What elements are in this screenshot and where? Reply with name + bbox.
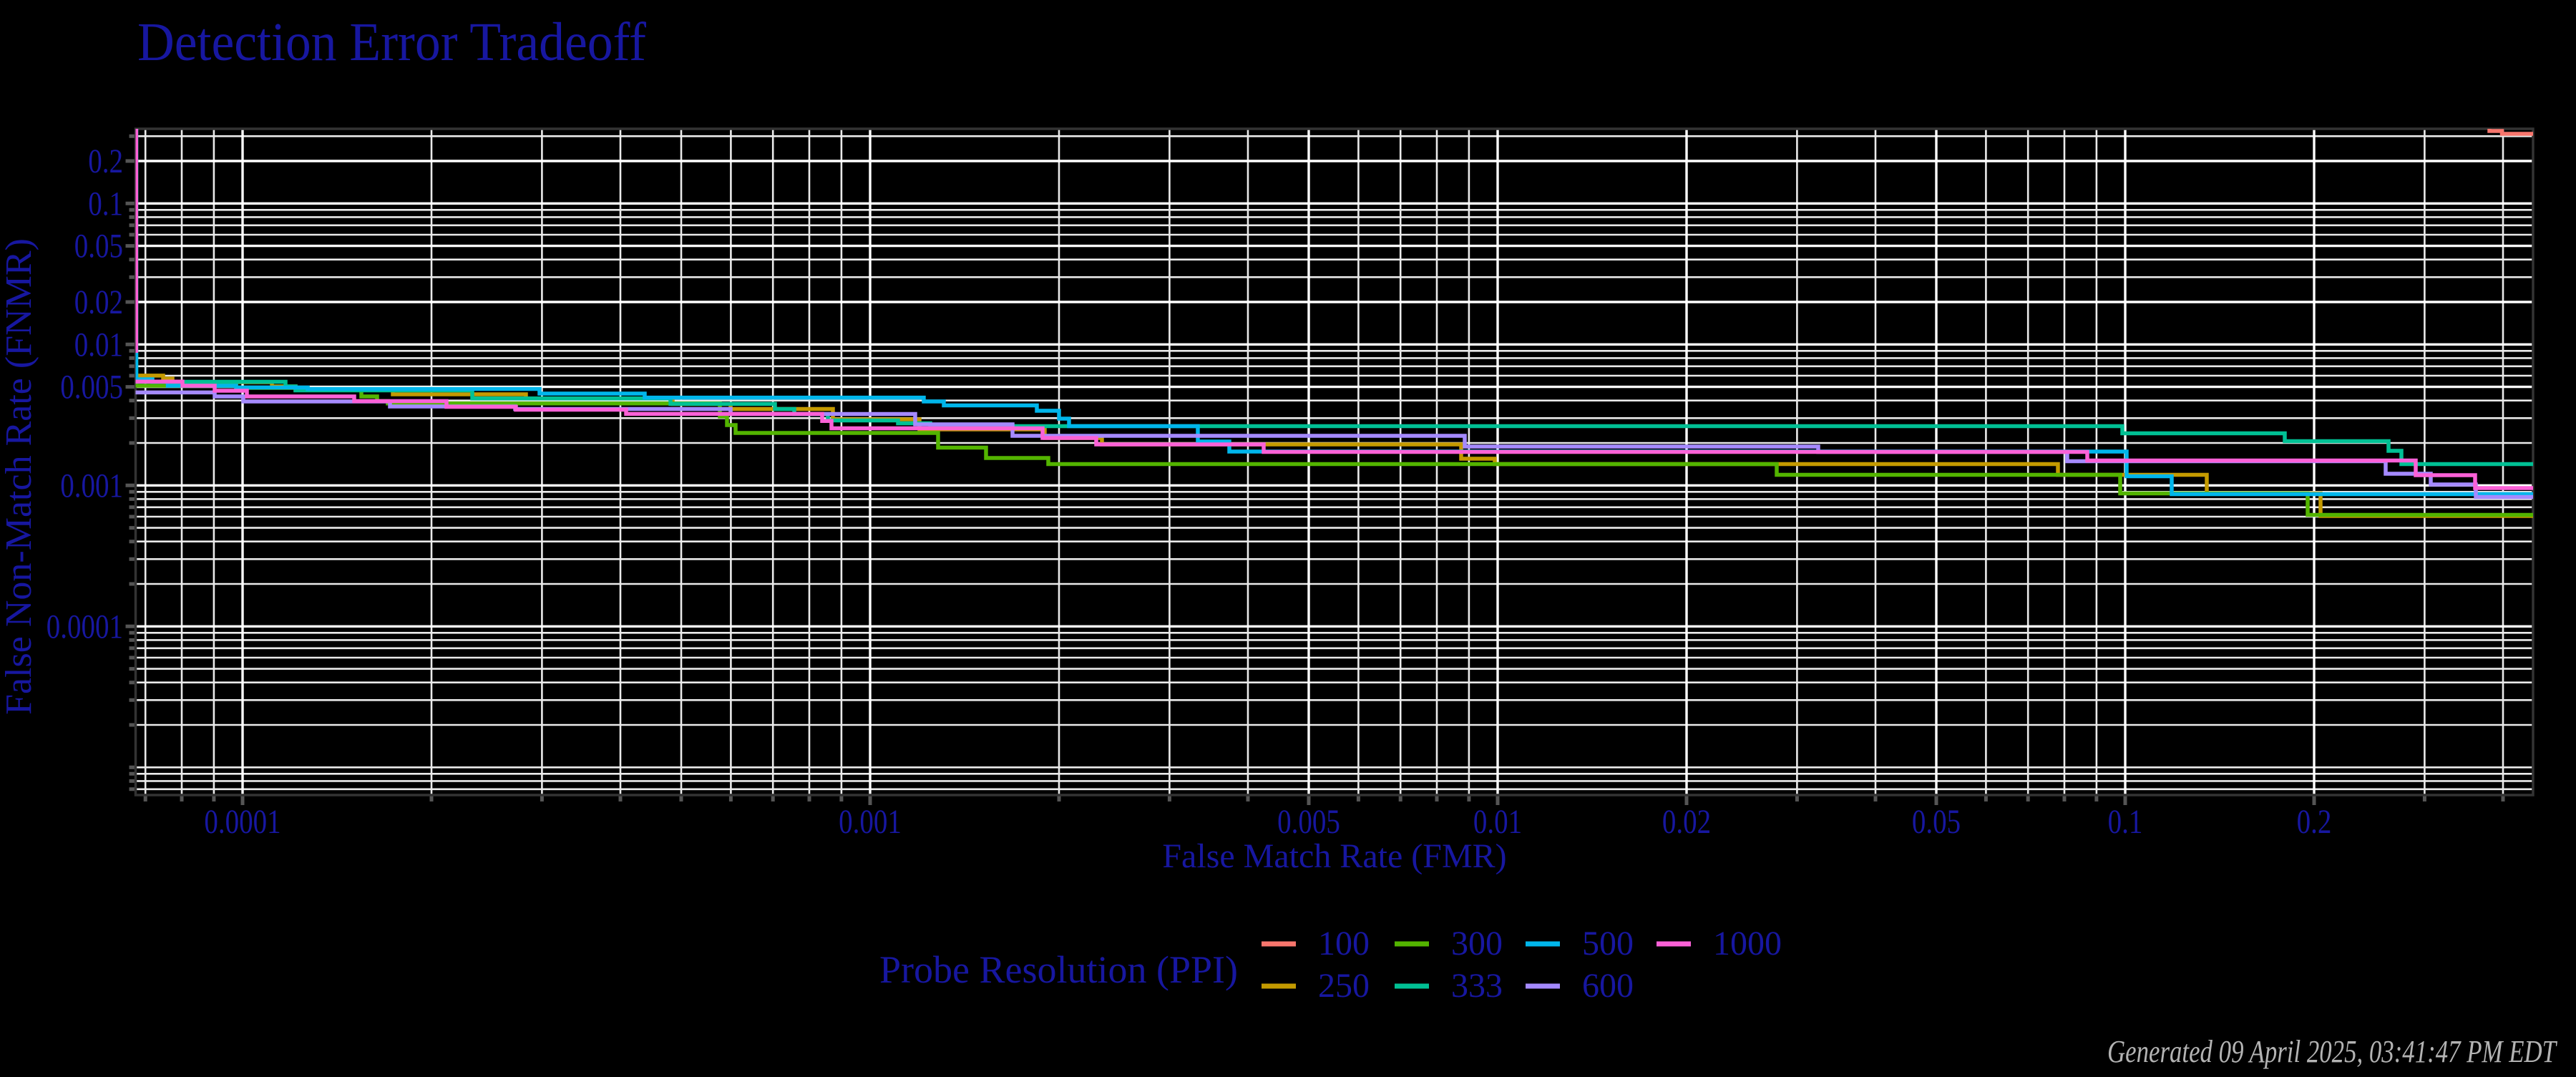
svg-text:Detection Error Tradeoff: Detection Error Tradeoff (137, 12, 647, 72)
svg-text:0.2: 0.2 (88, 142, 123, 180)
svg-text:0.2: 0.2 (2297, 803, 2332, 841)
svg-text:0.0001: 0.0001 (204, 803, 280, 841)
svg-text:300: 300 (1451, 925, 1503, 963)
svg-text:0.02: 0.02 (1662, 803, 1711, 841)
svg-text:False Non-Match Rate (FNMR): False Non-Match Rate (FNMR) (0, 238, 39, 715)
svg-text:0.01: 0.01 (74, 326, 123, 364)
svg-text:False Match Rate (FMR): False Match Rate (FMR) (1162, 837, 1506, 875)
svg-text:100: 100 (1318, 925, 1370, 963)
svg-text:0.005: 0.005 (60, 369, 123, 406)
svg-text:500: 500 (1582, 925, 1634, 963)
svg-text:0.0001: 0.0001 (47, 608, 123, 645)
svg-text:0.1: 0.1 (2108, 803, 2143, 841)
svg-text:600: 600 (1582, 967, 1634, 1005)
svg-text:0.01: 0.01 (1473, 803, 1522, 841)
svg-text:333: 333 (1451, 967, 1503, 1005)
svg-text:0.05: 0.05 (74, 228, 123, 265)
svg-text:Generated 09 April 2025, 03:41: Generated 09 April 2025, 03:41:47 PM EDT (2107, 1034, 2558, 1069)
svg-text:0.02: 0.02 (74, 283, 123, 321)
svg-text:0.001: 0.001 (60, 467, 123, 505)
svg-text:1000: 1000 (1713, 925, 1782, 963)
svg-text:0.05: 0.05 (1912, 803, 1961, 841)
svg-text:0.1: 0.1 (88, 185, 123, 223)
svg-text:0.001: 0.001 (839, 803, 902, 841)
svg-text:0.005: 0.005 (1277, 803, 1340, 841)
svg-text:250: 250 (1318, 967, 1370, 1005)
svg-text:Probe Resolution (PPI): Probe Resolution (PPI) (879, 948, 1238, 991)
